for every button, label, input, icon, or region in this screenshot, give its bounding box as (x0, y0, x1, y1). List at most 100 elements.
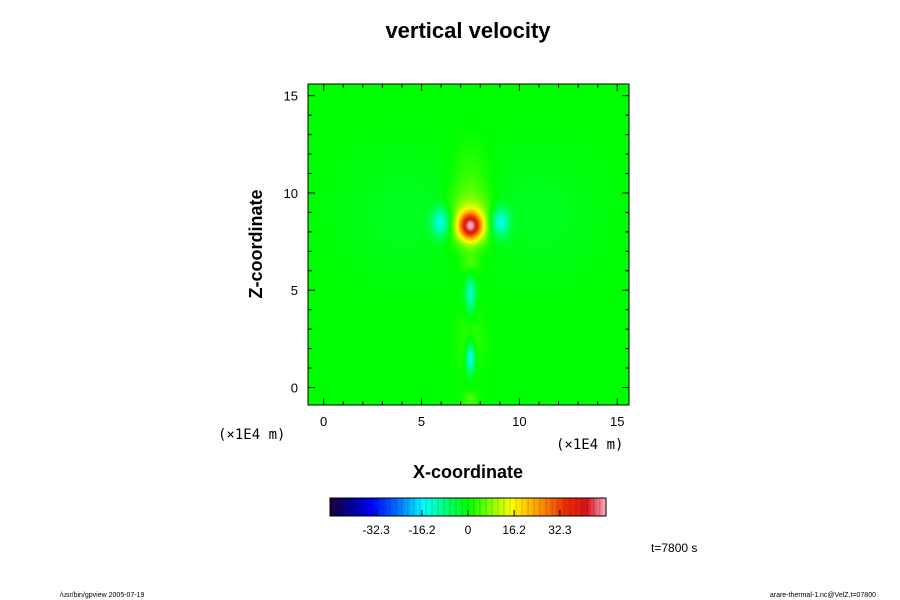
colorbar-bin (501, 498, 505, 516)
colorbar-bin (567, 498, 571, 516)
colorbar-bin (360, 498, 364, 516)
colorbar-bin (456, 498, 460, 516)
colorbar-bin (603, 498, 607, 516)
colorbar-bin (582, 498, 586, 516)
colorbar-bin (438, 498, 442, 516)
chart-title: vertical velocity (385, 18, 551, 43)
x-tick-label: 0 (320, 414, 327, 429)
colorbar-bin (513, 498, 517, 516)
colorbar-bin (363, 498, 367, 516)
colorbar-bin (570, 498, 574, 516)
colorbar-bin (540, 498, 544, 516)
colorbar-bin (447, 498, 451, 516)
colorbar-bin (384, 498, 388, 516)
colorbar-bin (345, 498, 349, 516)
y-tick-label: 5 (291, 283, 298, 298)
colorbar-bin (489, 498, 493, 516)
colorbar-tick-label: 0 (465, 523, 472, 537)
colorbar-bin (528, 498, 532, 516)
colorbar-bin (600, 498, 604, 516)
colorbar-bin (336, 498, 340, 516)
x-unit-label: (×1E4 m) (556, 437, 623, 453)
colorbar-bin (549, 498, 553, 516)
colorbar-bin (573, 498, 577, 516)
y-tick-label: 0 (291, 380, 298, 395)
colorbar-bin (405, 498, 409, 516)
colorbar-bin (399, 498, 403, 516)
colorbar-bin (519, 498, 523, 516)
colorbar-bin (420, 498, 424, 516)
colorbar-bin (462, 498, 466, 516)
colorbar-bin (516, 498, 520, 516)
footer-left: /usr/bin/gpview 2005-07-19 (60, 592, 145, 599)
y-tick-label: 15 (284, 89, 298, 104)
colorbar-bin (348, 498, 352, 516)
colorbar-bin (459, 498, 463, 516)
colorbar-bin (591, 498, 595, 516)
colorbar-bin (564, 498, 568, 516)
time-label: t=7800 s (651, 541, 697, 555)
colorbar-bin (366, 498, 370, 516)
colorbar-bin (396, 498, 400, 516)
colorbar-bin (408, 498, 412, 516)
colorbar-bin (339, 498, 343, 516)
colorbar-bin (561, 498, 565, 516)
colorbar-bin (465, 498, 469, 516)
colorbar-bin (477, 498, 481, 516)
colorbar-bin (492, 498, 496, 516)
colorbar-ticks: -32.3 -16.2 0 16.2 32.3 (362, 510, 572, 537)
colorbar-bin (483, 498, 487, 516)
colorbar-bin (378, 498, 382, 516)
colorbar-bin (588, 498, 592, 516)
colorbar-bin (411, 498, 415, 516)
colorbar-bin (546, 498, 550, 516)
colorbar-bin (543, 498, 547, 516)
colorbar-tick-label: 32.3 (548, 523, 572, 537)
axis-ticks (308, 84, 629, 405)
x-tick-label: 5 (418, 414, 425, 429)
colorbar-tick-label: -32.3 (362, 523, 390, 537)
plot-frame (307, 83, 630, 406)
colorbar-bin (429, 498, 433, 516)
colorbar-bin (453, 498, 457, 516)
colorbar-bin (552, 498, 556, 516)
colorbar-bin (330, 498, 334, 516)
colorbar: -32.3 -16.2 0 16.2 32.3 (329, 497, 607, 537)
footer-right: arare-thermal-1.nc@VelZ,t=07800 (770, 592, 876, 599)
colorbar-bin (474, 498, 478, 516)
colorbar-bin (597, 498, 601, 516)
colorbar-bin (525, 498, 529, 516)
colorbar-bin (576, 498, 580, 516)
colorbar-bin (504, 498, 508, 516)
y-tick-label: 10 (284, 186, 298, 201)
colorbar-bin (414, 498, 418, 516)
x-tick-label: 15 (610, 414, 624, 429)
colorbar-tick-label: -16.2 (408, 523, 436, 537)
colorbar-bin (432, 498, 436, 516)
colorbar-bin (510, 498, 514, 516)
colorbar-bin (381, 498, 385, 516)
axis-tick-labels: 0 5 10 15 0 5 10 15 (284, 89, 625, 429)
x-axis-label: X-coordinate (413, 462, 523, 482)
colorbar-bin (435, 498, 439, 516)
colorbar-bin (579, 498, 583, 516)
colorbar-bin (369, 498, 373, 516)
colorbar-bin (537, 498, 541, 516)
colorbar-bin (594, 498, 598, 516)
colorbar-bin (495, 498, 499, 516)
colorbar-bin (507, 498, 511, 516)
colorbar-bin (351, 498, 355, 516)
colorbar-bin (357, 498, 361, 516)
colorbar-bin (585, 498, 589, 516)
y-axis-label: Z-coordinate (246, 189, 266, 298)
x-tick-label: 10 (512, 414, 526, 429)
colorbar-bin (354, 498, 358, 516)
colorbar-bin (522, 498, 526, 516)
colorbar-bin (531, 498, 535, 516)
colorbar-bin (393, 498, 397, 516)
colorbar-tick-label: 16.2 (502, 523, 526, 537)
colorbar-bin (426, 498, 430, 516)
heatmap-field (308, 84, 629, 405)
plot-area: 0 5 10 15 0 5 10 15 (284, 83, 630, 429)
